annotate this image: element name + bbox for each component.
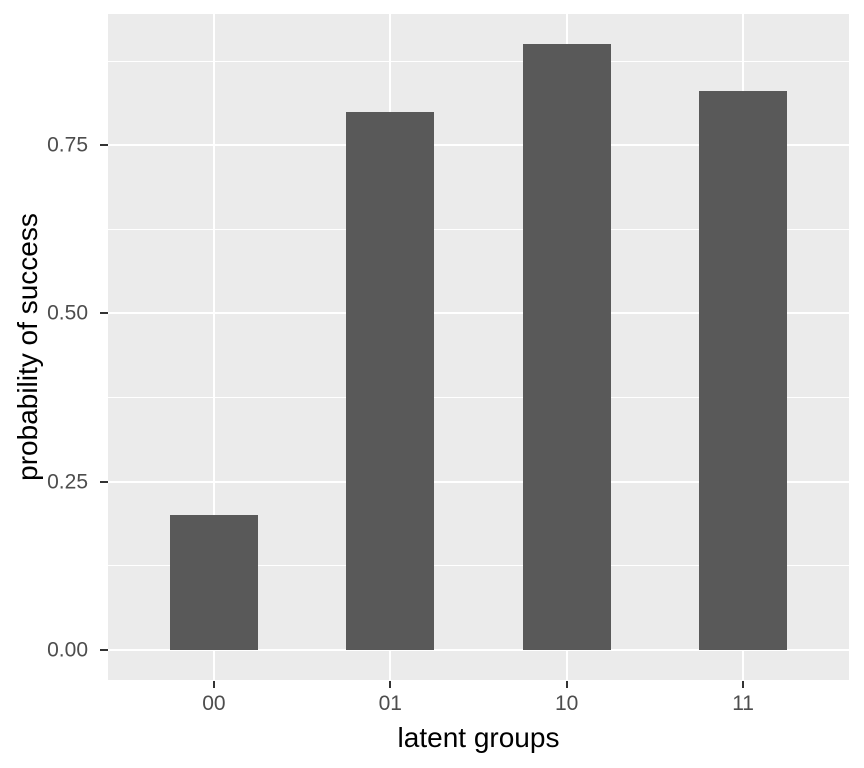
y-major-gridline — [108, 648, 849, 651]
bar-01 — [346, 111, 435, 650]
y-tick-label: 0.50 — [47, 301, 88, 325]
y-tick-label: 0.75 — [47, 133, 88, 157]
y-minor-gridline — [108, 228, 849, 230]
x-tick-mark — [212, 681, 215, 688]
y-minor-gridline — [108, 565, 849, 567]
y-tick-label: 0.00 — [47, 638, 88, 662]
bar-00 — [169, 515, 258, 650]
plot-panel — [108, 14, 849, 680]
bar-11 — [699, 91, 788, 650]
x-tick-label: 10 — [555, 692, 579, 715]
x-tick-mark — [389, 681, 392, 688]
y-axis-title: probability of success — [12, 213, 43, 481]
y-tick-mark — [100, 312, 108, 315]
y-tick-mark — [100, 480, 108, 483]
y-minor-gridline — [108, 60, 849, 62]
x-major-gridline — [212, 14, 215, 680]
y-major-gridline — [108, 480, 849, 483]
bar-10 — [522, 44, 611, 650]
y-major-gridline — [108, 144, 849, 147]
x-tick-mark — [565, 681, 568, 688]
x-tick-label: 11 — [732, 692, 754, 715]
y-tick-label: 0.25 — [47, 470, 88, 493]
x-tick-label: 00 — [202, 692, 226, 715]
x-tick-label: 01 — [378, 692, 402, 715]
y-minor-gridline — [108, 397, 849, 398]
y-tick-mark — [100, 648, 108, 651]
y-tick-mark — [100, 144, 108, 147]
x-tick-mark — [742, 681, 745, 688]
x-axis-title: latent groups — [397, 722, 560, 753]
y-major-gridline — [108, 312, 849, 315]
